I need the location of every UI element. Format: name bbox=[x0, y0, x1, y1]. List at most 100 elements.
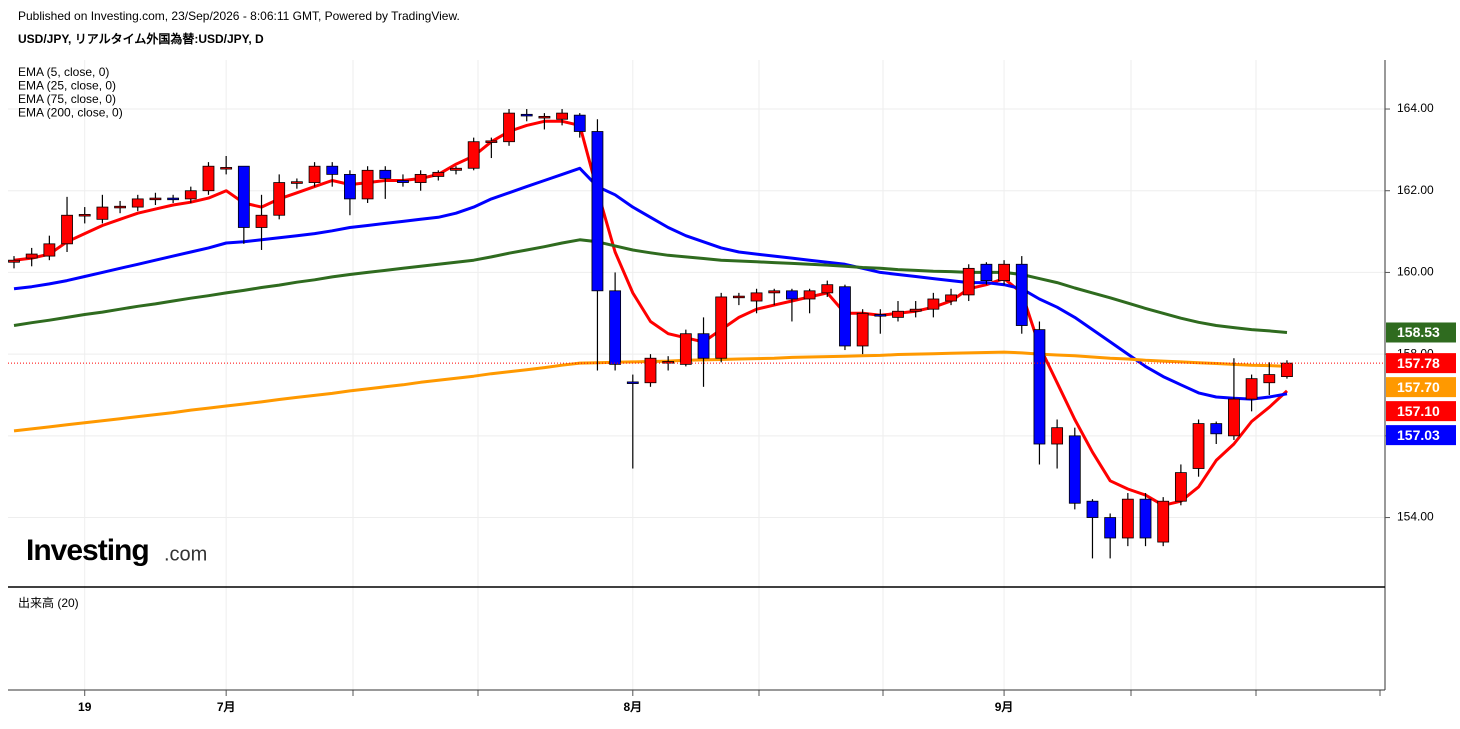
legend-entry: EMA (25, close, 0) bbox=[18, 79, 116, 93]
candle-body bbox=[326, 165, 339, 175]
y-tick-label: 160.00 bbox=[1397, 265, 1434, 279]
candle-body bbox=[361, 169, 374, 200]
candle-body bbox=[556, 112, 568, 120]
legend-entry: EMA (5, close, 0) bbox=[18, 65, 109, 79]
candle-body bbox=[980, 263, 993, 282]
price-label: 157.10 bbox=[1397, 403, 1440, 419]
candle-body bbox=[679, 333, 692, 365]
logo: Investing bbox=[26, 534, 149, 567]
candle-body bbox=[25, 253, 38, 259]
price-label-bg bbox=[1386, 322, 1456, 343]
candle-body bbox=[237, 165, 250, 228]
candle-body bbox=[839, 286, 851, 347]
price-label: 158.53 bbox=[1397, 324, 1440, 340]
y-tick-label: 162.00 bbox=[1397, 183, 1434, 197]
candle-body bbox=[184, 190, 197, 200]
candle-body bbox=[1015, 263, 1028, 326]
ema-line bbox=[13, 166, 1288, 401]
candle-body bbox=[874, 314, 887, 317]
candle-body bbox=[503, 112, 515, 143]
candle-body bbox=[962, 267, 975, 296]
candle-body bbox=[43, 243, 56, 257]
candle-body bbox=[538, 115, 551, 119]
candle-body bbox=[1121, 498, 1134, 539]
candle-body bbox=[750, 292, 763, 302]
candle-body bbox=[1033, 329, 1046, 445]
ema-line bbox=[13, 238, 1288, 334]
candle-body bbox=[786, 290, 798, 300]
x-tick-label: 7月 bbox=[217, 700, 236, 714]
price-label-bg bbox=[1386, 377, 1456, 398]
x-tick-label: 9月 bbox=[995, 700, 1014, 714]
candle-body bbox=[131, 198, 144, 208]
candle-body bbox=[397, 180, 409, 183]
candle-body bbox=[1068, 435, 1081, 504]
candle-body bbox=[114, 205, 126, 209]
candle-body bbox=[715, 296, 728, 359]
candle-body bbox=[61, 214, 73, 245]
price-label: 157.03 bbox=[1397, 427, 1440, 443]
candle-body bbox=[821, 284, 834, 294]
candle-body bbox=[927, 298, 940, 310]
candle-body bbox=[945, 294, 957, 302]
candle-body bbox=[573, 114, 586, 132]
price-label: 157.70 bbox=[1397, 379, 1440, 395]
candle-body bbox=[450, 167, 462, 171]
candle-body bbox=[520, 113, 533, 117]
candle-body bbox=[78, 214, 91, 217]
grid bbox=[352, 60, 1381, 696]
legend-entry: EMA (75, close, 0) bbox=[18, 92, 116, 106]
price-label: 157.78 bbox=[1397, 355, 1440, 371]
volume-label: 出来高 (20) bbox=[18, 595, 79, 610]
candle-body bbox=[609, 290, 622, 365]
candle-body bbox=[432, 171, 445, 177]
ema-line bbox=[13, 119, 1289, 507]
candle-body bbox=[485, 140, 498, 143]
published-note: Published on Investing.com, 23/Sep/2026 … bbox=[18, 9, 460, 23]
price-label-bg bbox=[1386, 353, 1456, 374]
price-label-bg bbox=[1386, 425, 1456, 446]
candle-body bbox=[732, 295, 745, 299]
candle-body bbox=[344, 173, 356, 200]
legend-entry: EMA (200, close, 0) bbox=[18, 106, 123, 120]
candle-body bbox=[149, 197, 162, 201]
candle-body bbox=[202, 165, 215, 192]
candle-body bbox=[467, 141, 480, 169]
candle-body bbox=[379, 169, 392, 179]
candle-body bbox=[1263, 374, 1276, 384]
y-tick-label: 154.00 bbox=[1397, 510, 1434, 524]
candle-body bbox=[8, 259, 20, 263]
candle-body bbox=[856, 312, 869, 347]
candle-body bbox=[308, 165, 321, 183]
candle-body bbox=[1210, 423, 1223, 435]
candle-body bbox=[1245, 378, 1258, 400]
candle-body bbox=[1228, 398, 1240, 437]
candle-body bbox=[803, 290, 816, 300]
candle-body bbox=[892, 310, 904, 318]
candle-body bbox=[290, 181, 303, 184]
price-label-bg bbox=[1386, 401, 1456, 422]
plot-area bbox=[8, 60, 1385, 690]
x-tick-label: 19 bbox=[78, 700, 92, 714]
candle-body bbox=[768, 290, 781, 294]
candle-body bbox=[220, 167, 233, 170]
candle-body bbox=[1051, 427, 1064, 445]
candle-body bbox=[998, 263, 1010, 282]
candle-body bbox=[644, 357, 657, 384]
candle-body bbox=[1086, 500, 1099, 518]
candle-body bbox=[1174, 472, 1187, 502]
candle-body bbox=[96, 206, 109, 220]
candle-body bbox=[167, 197, 180, 201]
candle-body bbox=[273, 182, 286, 216]
candle-body bbox=[414, 173, 427, 183]
candle-body bbox=[1281, 362, 1293, 378]
candle-body bbox=[909, 308, 922, 312]
candle-body bbox=[1192, 423, 1205, 469]
candle-body bbox=[697, 333, 710, 359]
chart-title: USD/JPY, リアルタイム外国為替:USD/JPY, D bbox=[18, 31, 264, 46]
y-tick-label: 164.00 bbox=[1397, 101, 1434, 115]
candle-body bbox=[1157, 500, 1170, 543]
candle-body bbox=[1104, 517, 1117, 539]
